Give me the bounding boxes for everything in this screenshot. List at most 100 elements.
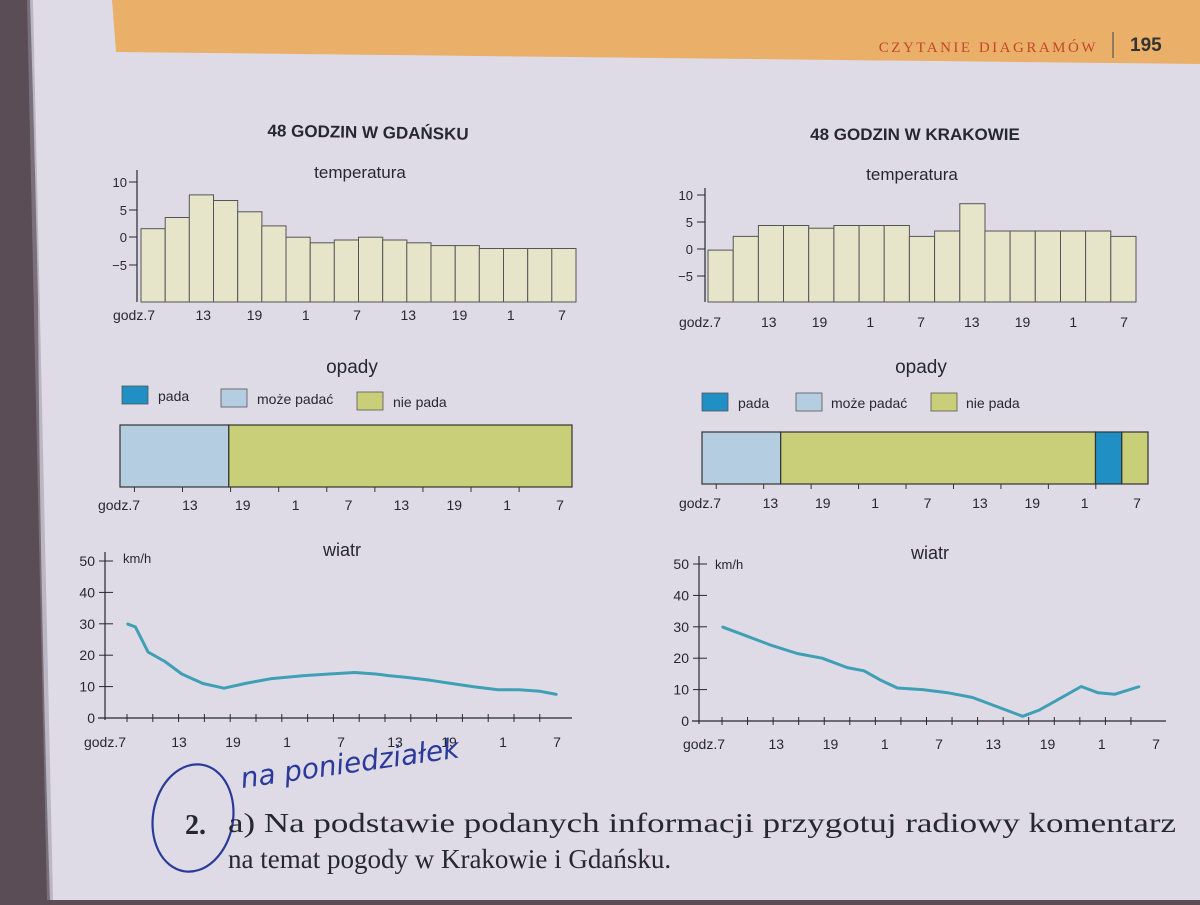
gdansk-wind-points — [126, 623, 558, 696]
gdansk-temperature-chart: temperatura 10 5 0 −5 godz.7 13 19 1 7 13 19 1 7 — [112, 163, 577, 323]
wind-point — [539, 690, 541, 693]
krakow-temperature-x-labels: godz.7 13 19 1 7 13 19 1 7 — [679, 314, 1128, 330]
temperature-bar — [934, 230, 961, 303]
temperature-bar — [309, 242, 335, 303]
x-tick-label: 1 — [292, 497, 300, 513]
wind-point — [1138, 685, 1141, 688]
x-tick-label: 7 — [1120, 314, 1128, 330]
x-tick-label: 19 — [441, 734, 457, 750]
wind-point — [1063, 695, 1066, 697]
wind-point — [1097, 691, 1099, 694]
gdansk-precipitation-chart: opady pada może padać nie pada godz.7 13 1… — [98, 357, 573, 513]
precipitation-segment-moze-padac — [701, 431, 782, 485]
exercise-line-1: a) Na podstawie podanych informacji przy… — [228, 808, 1176, 838]
x-tick-label: 7 — [345, 497, 353, 513]
temperature-bar — [984, 230, 1011, 303]
precipitation-segment-nie-pada — [228, 424, 573, 488]
y-tick-label: 30 — [79, 616, 95, 632]
x-tick-label: 13 — [964, 314, 980, 330]
krakow-temperature-bars — [707, 203, 1137, 303]
y-tick-label: 50 — [673, 556, 689, 572]
x-tick-label: 7 — [1133, 495, 1141, 511]
wind-point — [134, 626, 137, 628]
x-tick-label: 1 — [499, 734, 507, 750]
legend-label-pada: pada — [158, 388, 189, 404]
legend-label-pada: pada — [738, 395, 769, 411]
wind-point — [147, 651, 149, 653]
y-tick-label: 10 — [679, 188, 693, 203]
page-spine-shadow — [27, 0, 53, 901]
x-tick-label: 19 — [1024, 495, 1040, 511]
temperature-bar — [527, 248, 553, 303]
wind-point — [821, 657, 823, 659]
temperature-bar — [140, 228, 166, 303]
x-tick-label: godz.7 — [113, 307, 155, 323]
wind-point — [202, 682, 204, 685]
krakow-precipitation-title: opady — [895, 357, 947, 378]
temperature-bar — [707, 249, 734, 303]
temperature-bar — [478, 248, 504, 303]
temperature-bar — [732, 235, 759, 303]
wind-point — [996, 706, 999, 708]
temperature-bar — [858, 225, 885, 303]
legend-swatch-nie-pada — [930, 392, 958, 412]
wind-point — [181, 673, 183, 675]
x-tick-label: 1 — [1069, 314, 1077, 330]
krakow-wind-points — [721, 626, 1141, 718]
y-tick-label: 40 — [673, 587, 689, 603]
temperature-bar — [285, 236, 311, 303]
legend-swatch-moze-padac — [795, 392, 823, 412]
gdansk-precipitation-legend: pada może padać nie pada — [121, 385, 447, 411]
y-tick-label: 10 — [673, 682, 689, 698]
y-tick-label: 0 — [87, 710, 95, 726]
precipitation-segment-nie-pada — [780, 431, 1097, 485]
legend-swatch-pada — [701, 392, 729, 412]
krakow-precipitation-legend: pada może padać nie pada — [701, 392, 1020, 412]
y-tick-label: 40 — [79, 584, 95, 600]
gdansk-wind-title: wiatr — [322, 540, 361, 560]
y-tick-label: 5 — [120, 203, 127, 218]
y-tick-label: 10 — [79, 679, 95, 695]
krakow-temperature-yticks: 10 5 0 −5 — [678, 188, 705, 284]
x-tick-label: 19 — [247, 307, 263, 323]
wind-point — [846, 666, 849, 669]
temperature-bar — [237, 211, 263, 303]
gdansk-wind-line — [126, 622, 558, 696]
temperature-bar — [333, 239, 359, 303]
x-tick-label: 13 — [387, 734, 403, 750]
gdansk-temperature-yticks: 10 5 0 −5 — [112, 175, 137, 273]
wind-point — [328, 673, 331, 675]
temperature-bar — [406, 242, 432, 303]
krakow-wind-y-ticks: 50 40 30 20 10 0 — [673, 556, 1132, 729]
krakow-precipitation-chart: opady pada może padać nie pada godz.7 13 1… — [679, 357, 1149, 511]
wind-point — [404, 676, 407, 678]
header-band — [112, 0, 1200, 64]
temperature-bar — [188, 194, 215, 303]
x-tick-label: 1 — [507, 307, 515, 323]
wind-point — [879, 679, 882, 681]
x-tick-label: 7 — [935, 736, 943, 752]
legend-label-nie-pada: nie pada — [393, 394, 447, 410]
gdansk-precipitation-bar — [119, 424, 573, 492]
krakow-wind-line — [721, 625, 1141, 718]
krakow-temperature-title: temperatura — [866, 165, 958, 184]
legend-swatch-pada — [121, 385, 149, 405]
legend-label-nie-pada: nie pada — [966, 395, 1020, 411]
x-tick-label: 19 — [225, 734, 241, 750]
wind-point — [746, 635, 748, 637]
exercise-line-2: na temat pogody w Krakowie i Gdańsku. — [228, 844, 671, 874]
x-tick-label: 19 — [446, 497, 462, 513]
x-tick-label: 19 — [812, 314, 828, 330]
y-tick-label: −5 — [678, 269, 693, 284]
x-tick-label: godz.7 — [679, 314, 721, 330]
x-tick-label: 13 — [985, 736, 1001, 752]
temperature-bar — [430, 245, 456, 303]
x-tick-label: 19 — [1040, 736, 1056, 752]
temperature-bar — [164, 217, 190, 303]
legend-label-moze-padac: może padać — [831, 395, 907, 411]
x-tick-label: 13 — [182, 497, 198, 513]
x-tick-label: 1 — [866, 314, 874, 330]
legend-swatch-moze-padac — [220, 388, 248, 408]
gdansk-wind-x-labels: godz.7 13 19 1 7 13 19 1 7 — [84, 734, 561, 750]
